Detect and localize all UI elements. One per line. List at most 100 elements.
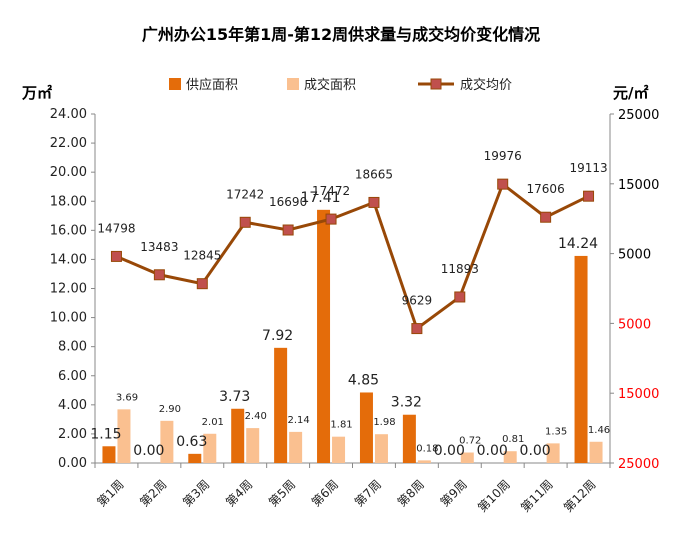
data-label-deal: 3.69	[116, 392, 138, 403]
bar-deal	[503, 451, 517, 463]
data-label-deal: 0.18	[416, 443, 438, 454]
data-label-deal: 1.98	[373, 417, 395, 428]
price-marker	[411, 323, 423, 335]
left-tick-label: 6.00	[58, 369, 87, 384]
category-label: 第2周	[137, 477, 169, 509]
price-marker	[540, 211, 552, 223]
category-label: 第12周	[561, 477, 599, 515]
legend-label-deal: 成交面积	[304, 77, 356, 93]
data-label-deal: 1.46	[588, 425, 610, 436]
category-label: 第7周	[352, 477, 384, 509]
left-tick-label: 22.00	[50, 136, 87, 151]
price-marker	[239, 216, 251, 228]
bar-supply	[574, 255, 588, 463]
category-label: 第9周	[438, 477, 470, 509]
bar-supply	[102, 446, 116, 463]
data-label-deal: 1.35	[545, 426, 567, 437]
category-label: 第6周	[309, 477, 341, 509]
data-label-supply: 0.00	[434, 443, 465, 459]
data-label-price: 17606	[527, 182, 565, 196]
data-label-deal: 1.81	[330, 420, 352, 431]
bar-deal	[289, 431, 303, 463]
data-label-price: 12845	[183, 249, 221, 263]
left-tick-label: 10.00	[50, 311, 87, 326]
data-label-supply: 17.41	[300, 190, 340, 206]
data-label-supply: 0.00	[520, 443, 551, 459]
data-label-supply: 0.00	[477, 443, 508, 459]
bar-deal	[417, 460, 431, 463]
bar-deal	[117, 409, 131, 463]
data-label-price: 19976	[484, 149, 522, 163]
left-tick-label: 12.00	[50, 282, 87, 297]
data-label-price: 11893	[441, 262, 479, 276]
price-marker	[325, 213, 337, 225]
bar-supply	[188, 453, 202, 463]
data-label-price: 19113	[569, 161, 607, 175]
data-label-price: 16690	[269, 195, 307, 209]
right-tick-label: 5000	[618, 317, 651, 332]
data-label-deal: 0.81	[502, 434, 524, 445]
legend: 供应面积 成交面积 成交均价	[169, 77, 512, 93]
data-labels: 1.15 3.69 0.00 2.90 0.63 2.01 3.73 2.40 7.92 2.14…	[90, 149, 610, 459]
legend-swatch-deal	[287, 78, 299, 90]
bar-supply	[274, 347, 288, 463]
legend-label-supply: 供应面积	[186, 77, 238, 93]
data-label-deal: 2.01	[202, 417, 224, 428]
bar-deal	[546, 443, 560, 463]
price-marker	[497, 178, 509, 190]
right-tick-label: 15000	[618, 387, 659, 402]
left-tick-label: 20.00	[50, 165, 87, 180]
data-label-price: 9629	[402, 294, 433, 308]
category-label: 第5周	[266, 477, 298, 509]
data-label-deal: 2.40	[245, 411, 267, 422]
data-label-price: 14798	[97, 221, 135, 235]
data-label-deal: 2.14	[287, 415, 309, 426]
left-tick-label: 0.00	[58, 456, 87, 471]
data-label-price: 17472	[312, 184, 350, 198]
category-label: 第10周	[475, 477, 513, 515]
data-label-supply: 3.32	[391, 395, 422, 411]
left-tick-label: 8.00	[58, 340, 87, 355]
price-marker	[196, 278, 208, 290]
bar-deal	[203, 433, 217, 463]
bar-deal	[374, 434, 388, 463]
price-marker	[583, 190, 595, 202]
legend-label-price: 成交均价	[460, 77, 512, 93]
legend-swatch-supply	[169, 78, 181, 90]
data-label-deal: 0.72	[459, 436, 481, 447]
left-axis-unit: 万㎡	[21, 84, 52, 102]
data-label-supply: 4.85	[348, 372, 379, 388]
bar-supply	[231, 408, 245, 463]
left-tick-label: 24.00	[50, 107, 87, 122]
bar-deal	[160, 420, 174, 463]
data-label-deal: 2.90	[159, 404, 181, 415]
right-tick-label: 5000	[618, 248, 651, 263]
data-label-supply: 1.15	[90, 426, 121, 442]
price-marker	[282, 224, 294, 236]
price-marker	[153, 269, 165, 281]
right-axis-unit: 元/㎡	[613, 84, 648, 102]
right-tick-label: 25000	[618, 457, 659, 472]
category-label: 第3周	[180, 477, 212, 509]
chart-title: 广州办公15年第1周-第12周供求量与成交均价变化情况	[142, 25, 540, 44]
data-label-supply: 3.73	[219, 389, 250, 405]
left-tick-label: 18.00	[50, 194, 87, 209]
data-label-supply: 0.00	[133, 443, 164, 459]
legend-marker-price	[430, 78, 442, 90]
data-label-supply: 0.63	[176, 434, 207, 450]
category-label: 第1周	[94, 477, 126, 509]
bars	[102, 209, 603, 463]
bar-supply	[317, 209, 331, 463]
left-tick-label: 4.00	[58, 398, 87, 413]
data-label-price: 18665	[355, 167, 393, 181]
left-tick-label: 16.00	[50, 223, 87, 238]
price-marker	[368, 196, 380, 208]
price-marker	[110, 250, 122, 262]
price-line	[110, 178, 595, 335]
data-label-supply: 7.92	[262, 328, 293, 344]
bar-supply	[402, 414, 416, 463]
category-label: 第4周	[223, 477, 255, 509]
data-label-price: 17242	[226, 187, 264, 201]
